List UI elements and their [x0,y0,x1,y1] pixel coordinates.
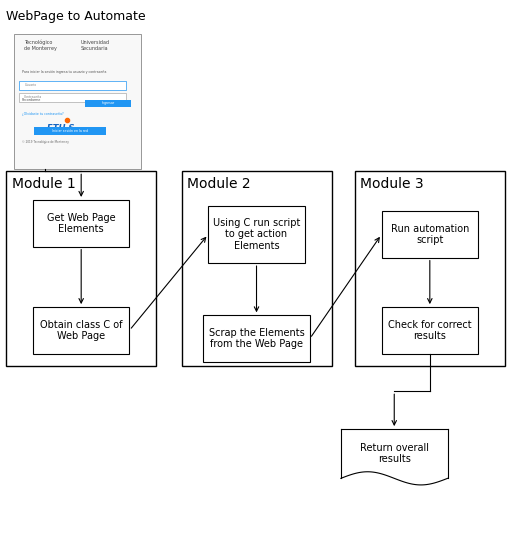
Text: Module 2: Module 2 [187,177,250,191]
FancyBboxPatch shape [382,211,478,258]
FancyBboxPatch shape [208,206,305,263]
Text: ¿Olvidaste tu contraseña?: ¿Olvidaste tu contraseña? [22,112,63,116]
Text: Scrap the Elements
from the Web Page: Scrap the Elements from the Web Page [208,328,305,349]
FancyBboxPatch shape [33,200,129,247]
Text: Get Web Page
Elements: Get Web Page Elements [47,213,115,234]
Text: Module 1: Module 1 [12,177,75,191]
Text: ETH S: ETH S [47,123,75,133]
Text: Run automation
script: Run automation script [390,224,469,245]
Text: Obtain class C of
Web Page: Obtain class C of Web Page [40,320,123,341]
FancyBboxPatch shape [382,307,478,354]
FancyBboxPatch shape [19,94,126,102]
Text: Check for correct
results: Check for correct results [388,320,472,341]
FancyBboxPatch shape [14,34,141,169]
FancyBboxPatch shape [182,171,332,366]
Text: Using C run script
to get action
Elements: Using C run script to get action Element… [213,218,300,251]
Text: WebPage to Automate: WebPage to Automate [7,9,146,23]
Text: Iniciar sesión en la red: Iniciar sesión en la red [52,129,88,133]
FancyBboxPatch shape [34,127,106,134]
Text: Para iniciar la sesión ingresa tu usuario y contraseña: Para iniciar la sesión ingresa tu usuari… [22,70,106,74]
FancyBboxPatch shape [7,171,156,366]
FancyBboxPatch shape [203,315,310,362]
FancyBboxPatch shape [85,100,131,107]
Text: © 2019 Tecnológico de Monterrey: © 2019 Tecnológico de Monterrey [22,140,68,144]
Text: Ingresar: Ingresar [102,101,114,105]
Text: Tecnológico
de Monterrey: Tecnológico de Monterrey [24,40,57,51]
FancyBboxPatch shape [19,81,126,90]
Text: Module 3: Module 3 [360,177,423,191]
Text: Recordarme: Recordarme [22,99,41,102]
Text: Return overall
results: Return overall results [360,443,429,464]
FancyBboxPatch shape [33,307,129,354]
Text: Universidad
Secundaria: Universidad Secundaria [80,40,109,51]
FancyBboxPatch shape [355,171,504,366]
Text: Contraseña: Contraseña [24,95,42,99]
Text: Usuario: Usuario [24,83,36,87]
